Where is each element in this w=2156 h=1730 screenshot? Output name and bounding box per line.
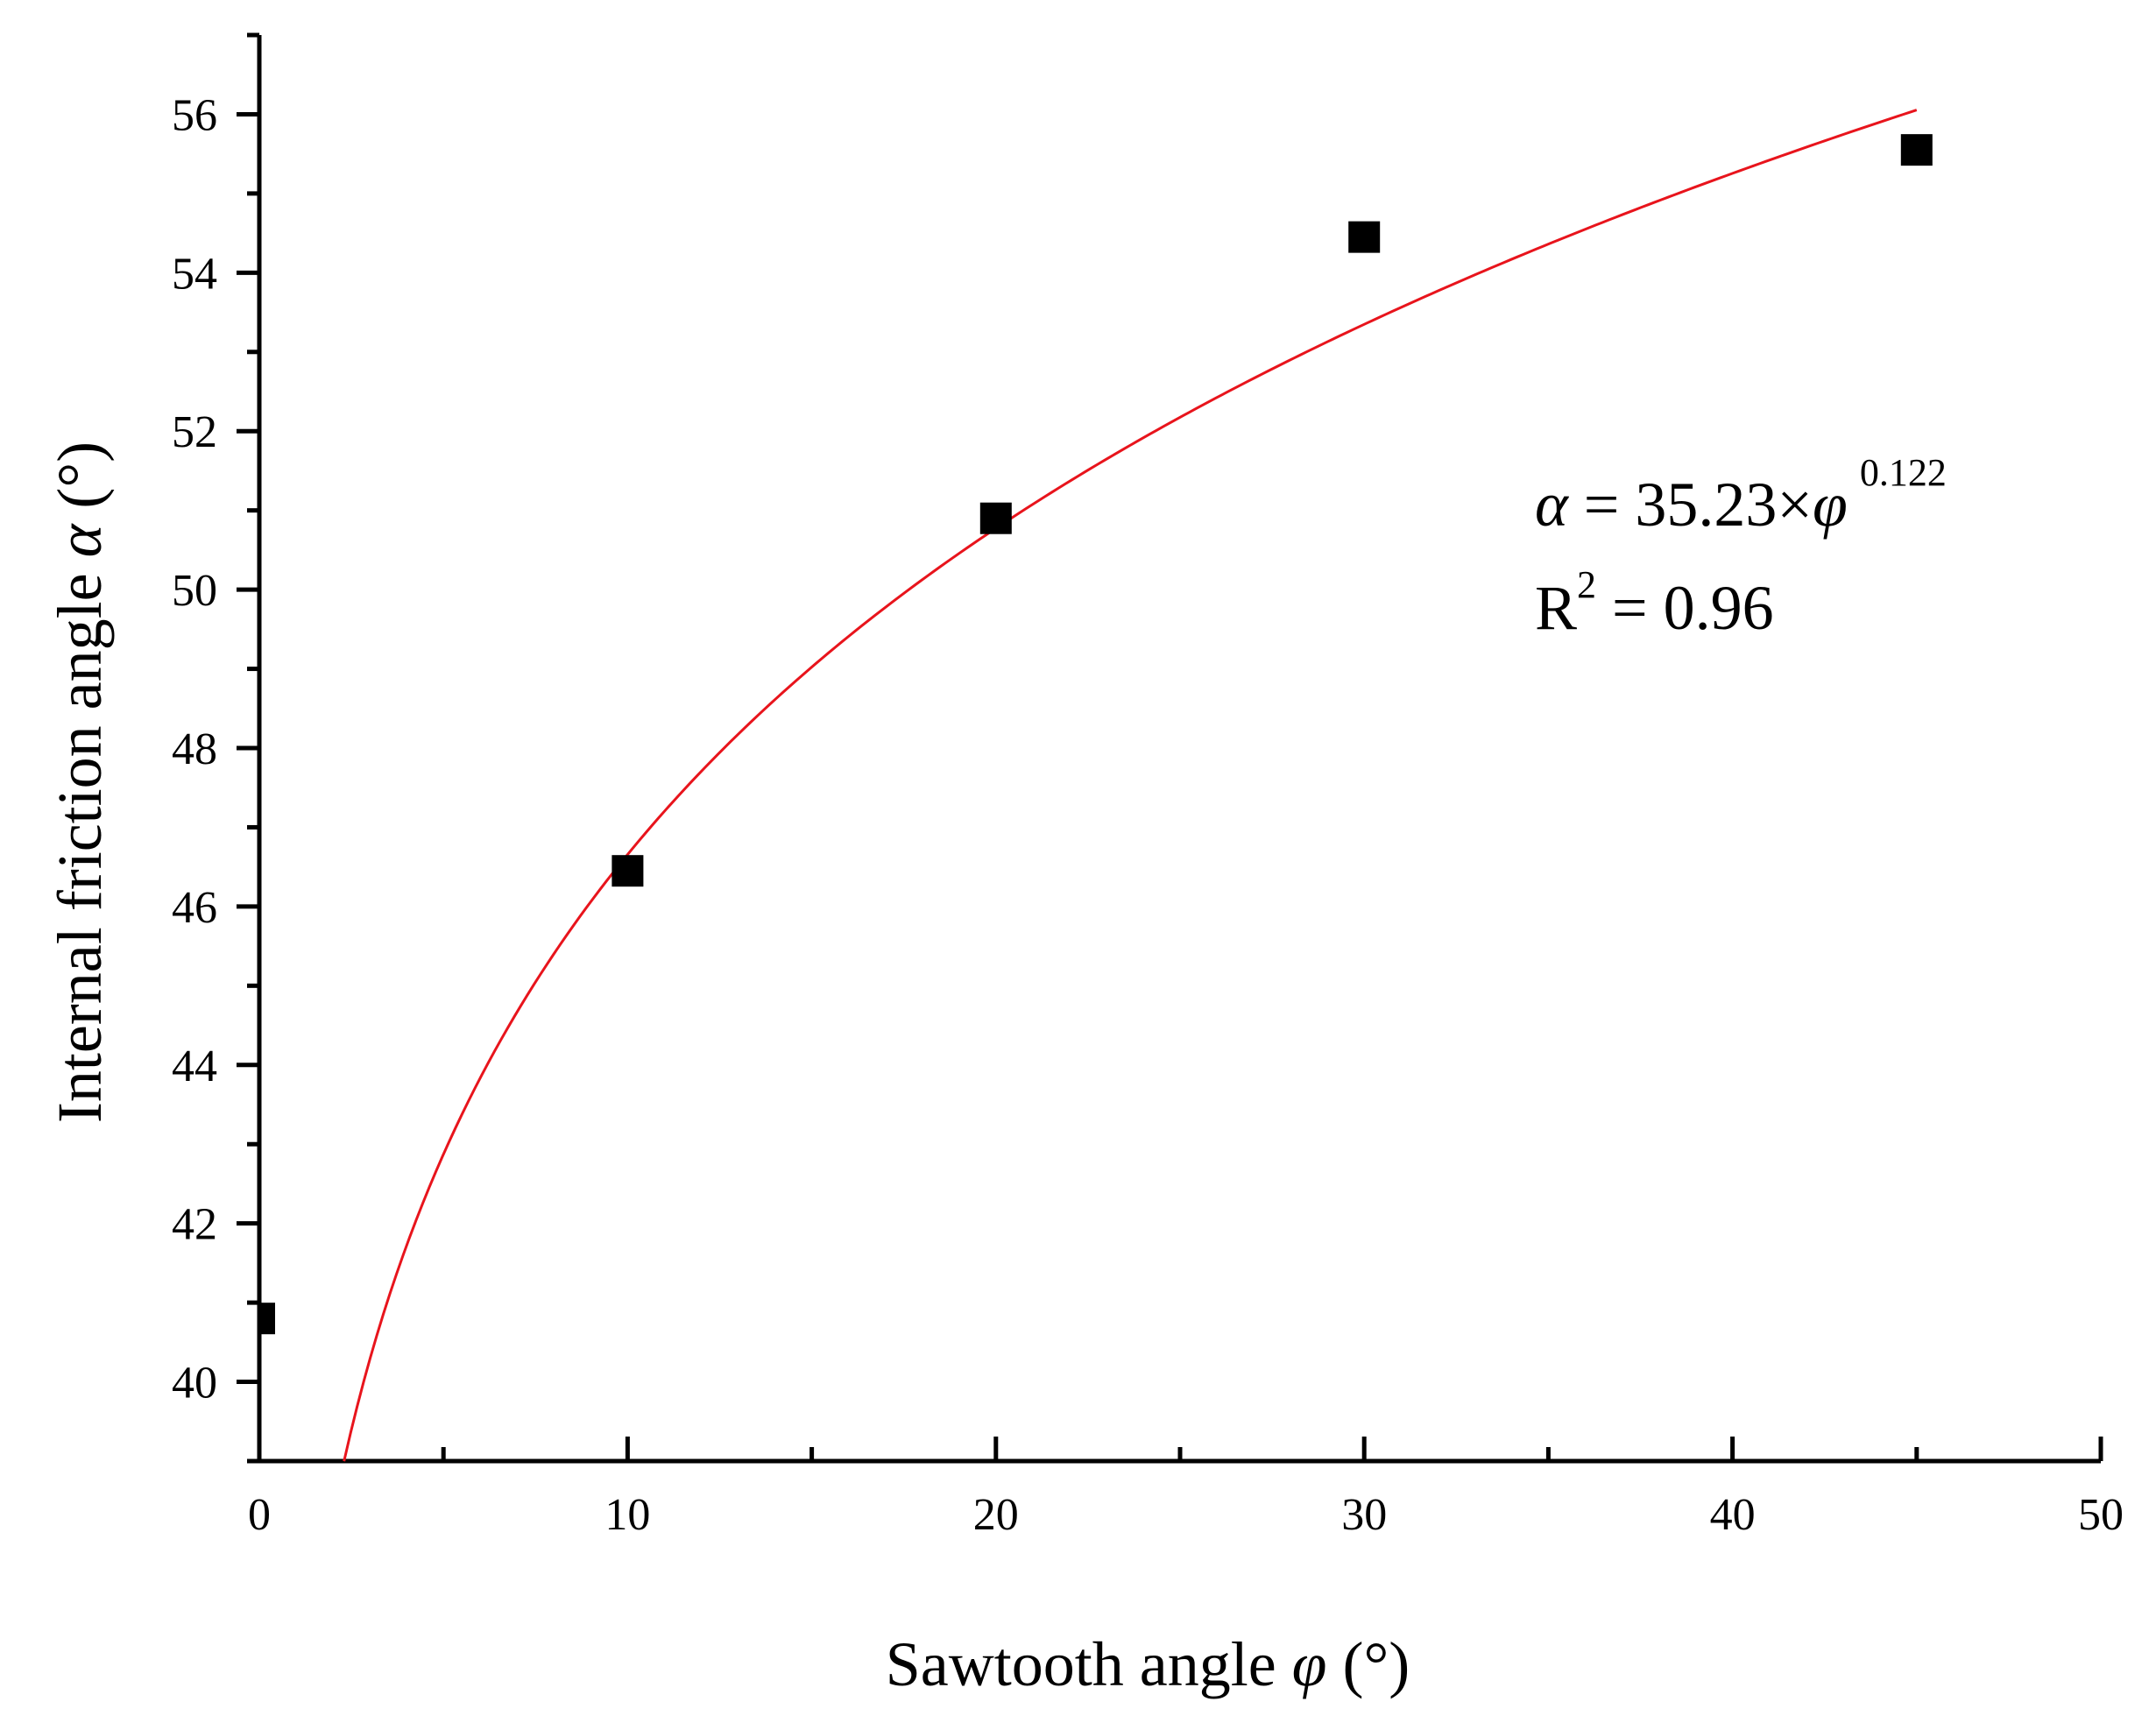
x-axis-label: Sawtooth angle φ (°) [886,1629,1410,1699]
y-tick-label: 40 [172,1359,217,1409]
tick-labels: 0 10 20 30 40 50 40 42 44 46 48 50 52 54 56 [172,90,2124,1540]
y-tick-label: 46 [172,883,217,933]
axes [237,32,2103,1464]
x-tick-label: 40 [1710,1490,1756,1540]
y-tick-label: 50 [172,566,217,616]
data-points [259,134,1933,1335]
y-tick-label: 48 [172,724,217,774]
fit-curve-layer [343,109,1918,1462]
fit-equation: α = 35.23×φ 0.122 [1535,451,1947,540]
data-point [1348,221,1381,253]
y-tick-label: 54 [172,249,217,299]
data-point [979,502,1012,534]
data-point [1900,134,1933,166]
x-tick-label: 20 [973,1490,1019,1540]
data-point [611,855,644,887]
y-axis-label: Internal friction angle α (°) [45,441,115,1123]
y-tick-label: 42 [172,1200,217,1250]
x-tick-label: 10 [604,1490,650,1540]
r-squared-annotation: R2 = 0.96 [1535,563,1774,643]
y-tick-label: 56 [172,90,217,140]
x-tick-label: 30 [1341,1490,1387,1540]
data-point [259,1303,275,1335]
x-tick-label: 50 [2078,1490,2124,1540]
x-tick-label: 0 [248,1490,271,1540]
y-tick-label: 44 [172,1042,217,1091]
fit-curve [343,109,1918,1462]
y-tick-label: 52 [172,407,217,457]
